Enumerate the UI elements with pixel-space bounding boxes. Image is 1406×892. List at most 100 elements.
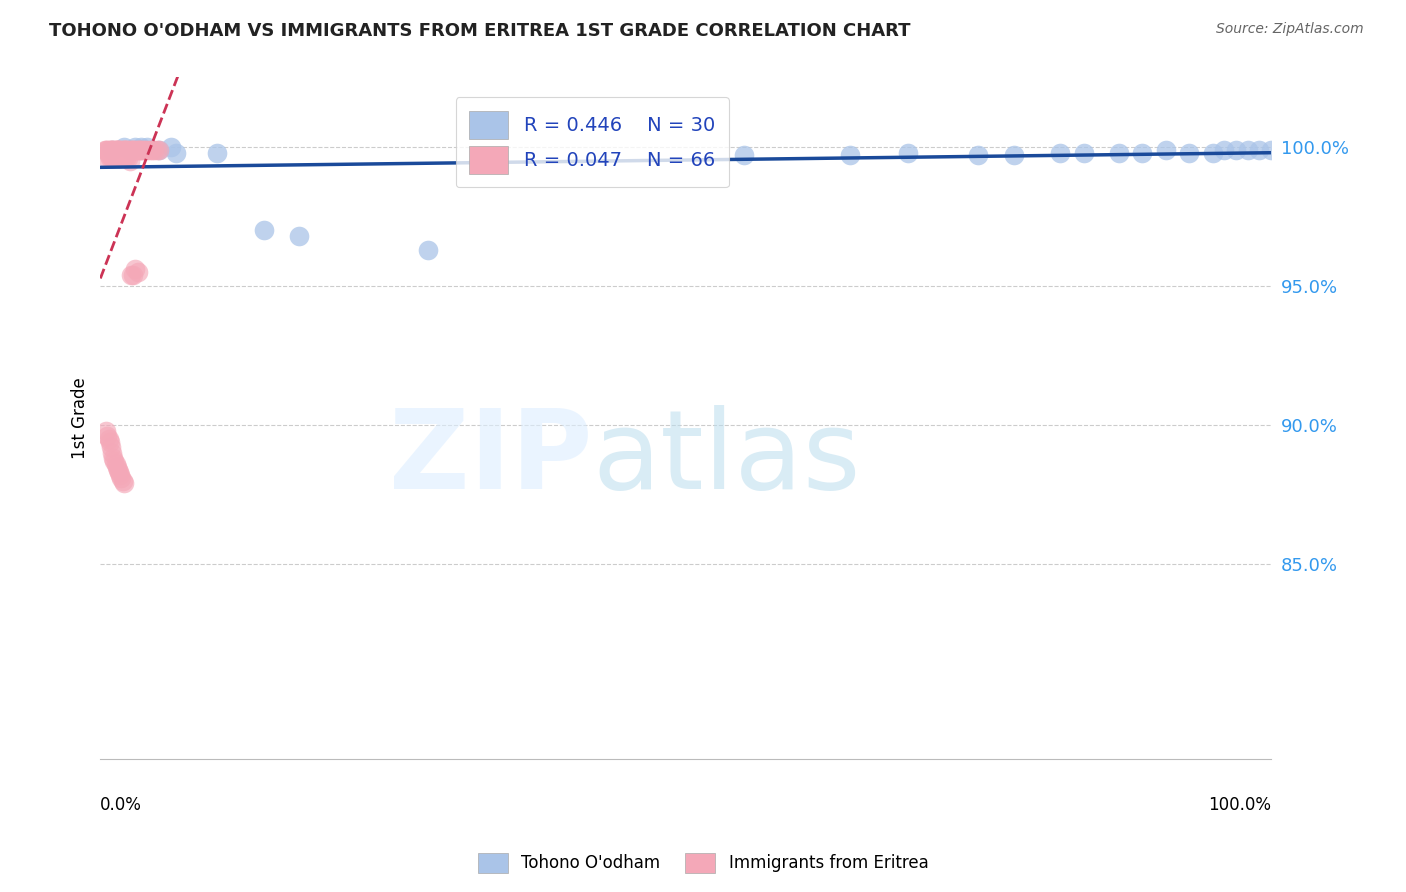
Point — [148, 143, 170, 157]
Point — [207, 145, 229, 160]
Point — [1130, 145, 1153, 160]
Point — [96, 143, 118, 157]
Point — [121, 143, 143, 157]
Legend: R = 0.446    N = 30, R = 0.047    N = 66: R = 0.446 N = 30, R = 0.047 N = 66 — [456, 97, 728, 187]
Point — [124, 143, 146, 157]
Point — [94, 143, 117, 157]
Point — [131, 143, 153, 157]
Point — [1225, 143, 1247, 157]
Point — [1073, 145, 1095, 160]
Point — [120, 268, 142, 282]
Point — [98, 151, 121, 165]
Point — [105, 143, 128, 157]
Point — [1002, 148, 1025, 162]
Point — [107, 462, 129, 476]
Point — [103, 451, 125, 466]
Point — [1260, 143, 1282, 157]
Y-axis label: 1st Grade: 1st Grade — [72, 377, 89, 459]
Point — [108, 466, 131, 480]
Point — [129, 143, 152, 157]
Point — [107, 151, 129, 165]
Point — [127, 143, 149, 157]
Point — [117, 151, 139, 165]
Point — [1049, 145, 1071, 160]
Point — [111, 474, 134, 488]
Point — [159, 140, 181, 154]
Point — [110, 151, 132, 165]
Text: TOHONO O'ODHAM VS IMMIGRANTS FROM ERITREA 1ST GRADE CORRELATION CHART: TOHONO O'ODHAM VS IMMIGRANTS FROM ERITRE… — [49, 22, 911, 40]
Point — [131, 143, 153, 157]
Point — [838, 148, 860, 162]
Point — [103, 454, 125, 468]
Point — [165, 145, 187, 160]
Point — [96, 143, 118, 157]
Point — [100, 143, 122, 157]
Point — [96, 424, 118, 438]
Point — [103, 151, 125, 165]
Point — [112, 143, 135, 157]
Point — [101, 143, 124, 157]
Point — [101, 446, 124, 460]
Text: 0.0%: 0.0% — [100, 797, 142, 814]
Point — [128, 143, 150, 157]
Point — [114, 143, 136, 157]
Point — [100, 440, 122, 454]
Point — [96, 429, 118, 443]
Point — [143, 143, 166, 157]
Point — [288, 229, 311, 244]
Point — [110, 151, 132, 165]
Point — [101, 143, 124, 157]
Point — [97, 148, 120, 162]
Point — [1236, 143, 1258, 157]
Point — [136, 140, 159, 154]
Point — [138, 143, 160, 157]
Point — [105, 459, 128, 474]
Point — [110, 143, 132, 157]
Point — [97, 432, 120, 446]
Point — [134, 143, 156, 157]
Point — [104, 457, 127, 471]
Point — [733, 148, 755, 162]
Point — [1154, 143, 1177, 157]
Point — [136, 143, 159, 157]
Point — [1201, 145, 1223, 160]
Point — [1178, 145, 1201, 160]
Point — [115, 143, 138, 157]
Point — [122, 143, 145, 157]
Point — [105, 143, 128, 157]
Point — [101, 151, 124, 165]
Point — [110, 471, 132, 485]
Point — [1249, 143, 1271, 157]
Point — [112, 140, 135, 154]
Point — [1213, 143, 1236, 157]
Point — [110, 143, 132, 157]
Point — [107, 143, 129, 157]
Point — [112, 476, 135, 491]
Text: ZIP: ZIP — [388, 406, 592, 513]
Point — [124, 143, 146, 157]
Point — [967, 148, 990, 162]
Point — [120, 143, 142, 157]
Point — [103, 143, 125, 157]
Point — [112, 151, 135, 165]
Point — [101, 143, 124, 157]
Point — [118, 153, 141, 168]
Point — [145, 143, 167, 157]
Point — [100, 148, 122, 162]
Point — [104, 143, 127, 157]
Point — [103, 143, 125, 157]
Point — [111, 143, 134, 157]
Text: Source: ZipAtlas.com: Source: ZipAtlas.com — [1216, 22, 1364, 37]
Point — [132, 143, 155, 157]
Point — [107, 143, 129, 157]
Text: atlas: atlas — [592, 406, 860, 513]
Legend: Tohono O'odham, Immigrants from Eritrea: Tohono O'odham, Immigrants from Eritrea — [471, 847, 935, 880]
Point — [253, 223, 276, 237]
Point — [118, 143, 141, 157]
Point — [97, 143, 120, 157]
Point — [108, 151, 131, 165]
Point — [108, 143, 131, 157]
Point — [118, 143, 141, 157]
Point — [897, 145, 920, 160]
Point — [122, 268, 145, 282]
